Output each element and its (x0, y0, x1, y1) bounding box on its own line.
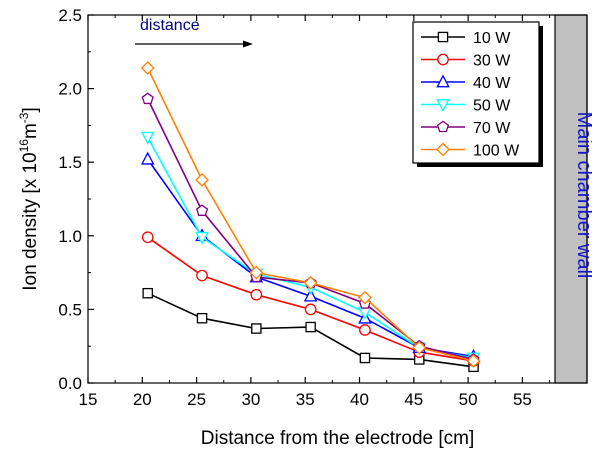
data-point (359, 324, 371, 336)
y-tick-label: 2.5 (58, 6, 82, 25)
legend-marker (436, 99, 450, 113)
data-point (195, 172, 209, 187)
x-tick-label: 15 (79, 390, 98, 409)
legend-label: 40 W (473, 75, 511, 92)
data-point (359, 352, 371, 364)
x-tick-label: 40 (350, 390, 369, 409)
x-tick-label: 50 (459, 390, 478, 409)
data-point (140, 61, 155, 75)
legend-label: 30 W (473, 53, 511, 70)
data-point (358, 290, 372, 305)
legend-marker (436, 142, 450, 157)
x-tick-label: 55 (513, 390, 532, 409)
chamber-wall-region (554, 14, 588, 384)
y-tick-label: 2.0 (58, 80, 82, 99)
y-tick-label: 0.5 (58, 300, 82, 319)
data-point (195, 204, 209, 216)
labels-layer: 15 20 25 30 35 40 45 50 55 0.0 0.5 1.0 1.5 2.0 2.5 Dist… (17, 6, 592, 449)
data-point (140, 131, 155, 145)
y-tick-label: 0.0 (58, 374, 82, 393)
x-tick-label: 35 (296, 390, 315, 409)
legend: 10 W 30 W 40 W 50 W 70 W 100 W (412, 21, 543, 167)
legend-marker (437, 31, 449, 43)
legend-marker (436, 74, 450, 88)
legend-label: 70 W (473, 120, 511, 137)
data-point (195, 231, 209, 245)
legend-label: 50 W (473, 98, 511, 115)
legend-box (412, 21, 540, 164)
data-point (251, 323, 262, 334)
legend-label: 10 W (473, 30, 511, 47)
data-point (141, 231, 154, 244)
data-point (250, 288, 263, 301)
y-axis-title: Ion density [x 1016m-3] (17, 107, 41, 291)
data-point (304, 303, 317, 316)
y-tick-label: 1.5 (58, 153, 82, 172)
chamber-wall-label: Main chamber wall (573, 112, 592, 279)
x-tick-label: 20 (133, 390, 152, 409)
data-point (412, 340, 427, 355)
data-point (303, 288, 318, 302)
data-point (140, 151, 155, 165)
legend-marker (437, 53, 449, 66)
data-point (142, 287, 153, 299)
axes-layer (87, 14, 588, 384)
x-tick-label: 25 (187, 390, 206, 409)
data-point (196, 312, 208, 324)
data-point (466, 354, 481, 368)
data-point (141, 92, 154, 105)
legend-label: 100 W (473, 143, 520, 160)
series-layer (140, 61, 481, 373)
series-100w (140, 61, 481, 368)
distance-annotation: distance (140, 17, 200, 34)
data-point (249, 265, 264, 280)
y-tick-label: 1.0 (58, 227, 82, 246)
data-point (305, 321, 316, 333)
x-tick-label: 45 (404, 390, 423, 409)
x-tick-label: 30 (241, 390, 260, 409)
data-point (303, 275, 318, 290)
legend-marker (436, 120, 450, 133)
distance-arrow-head (243, 40, 253, 48)
data-point (196, 269, 208, 282)
x-axis-title: Distance from the electrode [cm] (201, 428, 475, 449)
